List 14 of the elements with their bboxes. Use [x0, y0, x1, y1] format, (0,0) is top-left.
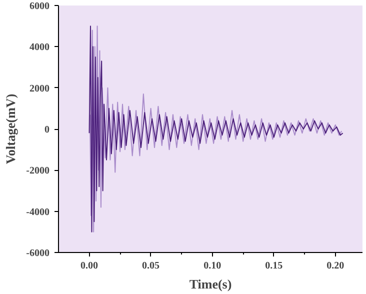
x-tick-label: 0.05	[142, 260, 160, 272]
x-tick-label: 0.15	[265, 260, 283, 272]
x-axis-title: Time(s)	[189, 276, 232, 292]
y-tick-label: -6000	[26, 248, 50, 259]
y-tick-label: 4000	[30, 42, 50, 54]
y-axis-title: Voltage(mV)	[3, 94, 18, 164]
y-tick-label: 0	[44, 124, 50, 136]
y-tick-label: -2000	[26, 166, 50, 177]
y-tick-label: -4000	[26, 206, 50, 218]
x-tick-label: 0.20	[326, 260, 344, 272]
x-tick-label: 0.10	[204, 260, 222, 272]
y-tick-label: 6000	[30, 1, 50, 12]
x-tick-label: 0.00	[80, 260, 98, 272]
y-tick-label: 2000	[30, 83, 50, 94]
